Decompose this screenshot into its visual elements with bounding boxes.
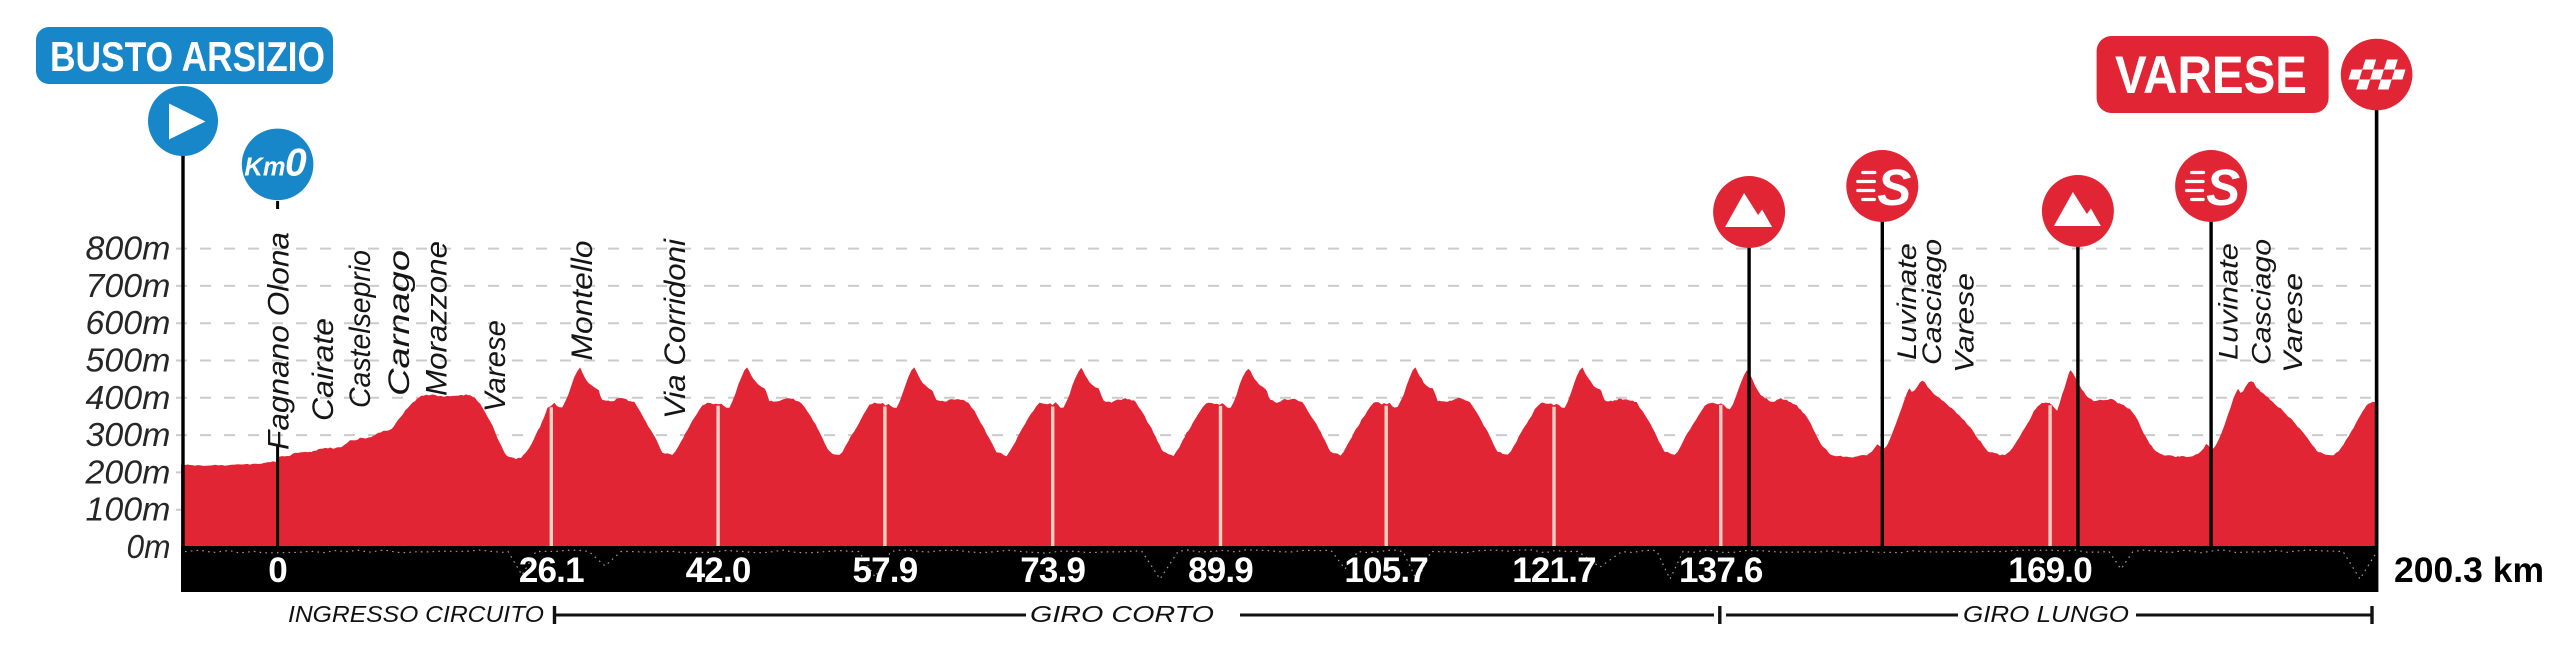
svg-text:73.9: 73.9 — [1020, 551, 1085, 590]
svg-text:Via Corridoni: Via Corridoni — [659, 238, 692, 419]
svg-text:137.6: 137.6 — [1679, 551, 1763, 590]
svg-text:89.9: 89.9 — [1188, 551, 1253, 590]
svg-text:57.9: 57.9 — [852, 551, 917, 590]
svg-text:200.3 km: 200.3 km — [2394, 550, 2544, 590]
svg-text:Casciago: Casciago — [1917, 239, 1947, 365]
svg-text:BUSTO ARSIZIO: BUSTO ARSIZIO — [50, 33, 325, 80]
svg-text:Casciago: Casciago — [2246, 239, 2276, 365]
svg-text:800m: 800m — [86, 230, 171, 267]
svg-text:Luvinate: Luvinate — [1892, 243, 1922, 360]
svg-text:S: S — [1877, 159, 1911, 216]
svg-text:Varese: Varese — [2278, 273, 2308, 373]
svg-text:169.0: 169.0 — [2008, 551, 2092, 590]
svg-text:500m: 500m — [86, 342, 171, 379]
svg-text:600m: 600m — [86, 304, 171, 341]
svg-text:100m: 100m — [86, 491, 171, 528]
svg-text:Luvinate: Luvinate — [2214, 243, 2244, 360]
svg-text:105.7: 105.7 — [1344, 551, 1428, 590]
svg-text:0: 0 — [285, 142, 307, 185]
svg-text:Fagnano Olona: Fagnano Olona — [262, 232, 295, 450]
svg-text:121.7: 121.7 — [1512, 551, 1596, 590]
svg-text:Castelseprio: Castelseprio — [344, 250, 377, 408]
svg-text:300m: 300m — [86, 416, 171, 453]
svg-text:INGRESSO CIRCUITO: INGRESSO CIRCUITO — [288, 601, 544, 627]
svg-text:Cairate: Cairate — [307, 318, 340, 421]
svg-text:Carnago: Carnago — [383, 250, 416, 396]
svg-text:42.0: 42.0 — [686, 551, 751, 590]
svg-text:0m: 0m — [127, 528, 171, 565]
svg-text:S: S — [2206, 159, 2240, 216]
svg-text:Montello: Montello — [566, 241, 599, 361]
svg-text:GIRO LUNGO: GIRO LUNGO — [1963, 601, 2129, 627]
svg-text:26.1: 26.1 — [519, 551, 584, 590]
svg-text:200m: 200m — [84, 453, 170, 490]
svg-text:400m: 400m — [86, 379, 171, 416]
svg-text:Km: Km — [244, 154, 285, 182]
svg-text:Morazzone: Morazzone — [420, 241, 453, 396]
svg-text:VARESE: VARESE — [2115, 46, 2307, 105]
svg-text:GIRO CORTO: GIRO CORTO — [1030, 601, 1214, 627]
svg-text:Varese: Varese — [479, 320, 512, 412]
svg-text:700m: 700m — [86, 267, 171, 304]
svg-text:0: 0 — [268, 551, 287, 590]
svg-text:Varese: Varese — [1950, 273, 1980, 373]
